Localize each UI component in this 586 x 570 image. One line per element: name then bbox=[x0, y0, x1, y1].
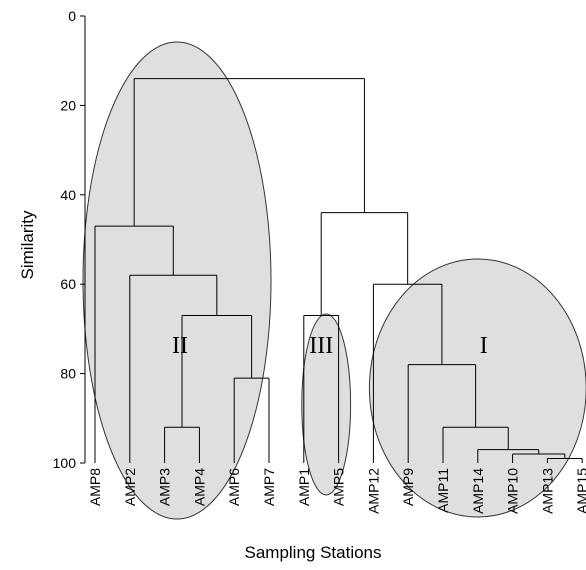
leaf-label-amp7: AMP7 bbox=[261, 468, 277, 506]
leaf-label-amp8: AMP8 bbox=[87, 468, 103, 506]
leaf-label-amp9: AMP9 bbox=[400, 468, 416, 506]
cluster-ellipses bbox=[82, 41, 586, 520]
y-tick-label: 40 bbox=[60, 187, 76, 203]
y-axis: 0 20 40 60 80 100 bbox=[53, 8, 86, 471]
dendrogram-branches bbox=[94, 78, 583, 463]
y-tick-label: 20 bbox=[60, 97, 76, 113]
y-tick-label: 0 bbox=[68, 8, 76, 24]
leaf-label-amp10: AMP10 bbox=[505, 468, 521, 514]
cluster-label-II: II bbox=[172, 333, 188, 359]
leaf-label-amp6: AMP6 bbox=[226, 468, 242, 506]
y-tick-label: 100 bbox=[53, 455, 77, 471]
cluster-label-III: III bbox=[309, 333, 333, 359]
leaf-label-amp13: AMP13 bbox=[539, 468, 555, 514]
leaf-label-amp12: AMP12 bbox=[365, 468, 381, 514]
leaf-labels: AMP8 AMP2 AMP3 AMP4 AMP6 AMP7 AMP1 AMP5 AMP12 AMP… bbox=[87, 468, 586, 514]
leaf-label-amp11: AMP11 bbox=[435, 468, 451, 513]
y-axis-title: Similarity bbox=[18, 210, 37, 279]
cluster-label-I: I bbox=[480, 333, 488, 359]
cluster-labels: II III I bbox=[172, 333, 488, 359]
leaf-label-amp4: AMP4 bbox=[191, 468, 207, 506]
cluster-ellipse-II bbox=[82, 41, 272, 520]
cluster-ellipse-I bbox=[368, 258, 586, 518]
leaf-label-amp15: AMP15 bbox=[574, 468, 586, 514]
leaf-label-amp3: AMP3 bbox=[157, 468, 173, 506]
y-tick-label: 60 bbox=[60, 276, 76, 292]
leaf-label-amp2: AMP2 bbox=[122, 468, 138, 506]
leaf-label-amp14: AMP14 bbox=[470, 468, 486, 514]
leaf-label-amp1: AMP1 bbox=[296, 468, 312, 506]
leaf-label-amp5: AMP5 bbox=[331, 468, 347, 506]
x-axis-title: Sampling Stations bbox=[244, 543, 381, 562]
y-tick-label: 80 bbox=[60, 366, 76, 382]
